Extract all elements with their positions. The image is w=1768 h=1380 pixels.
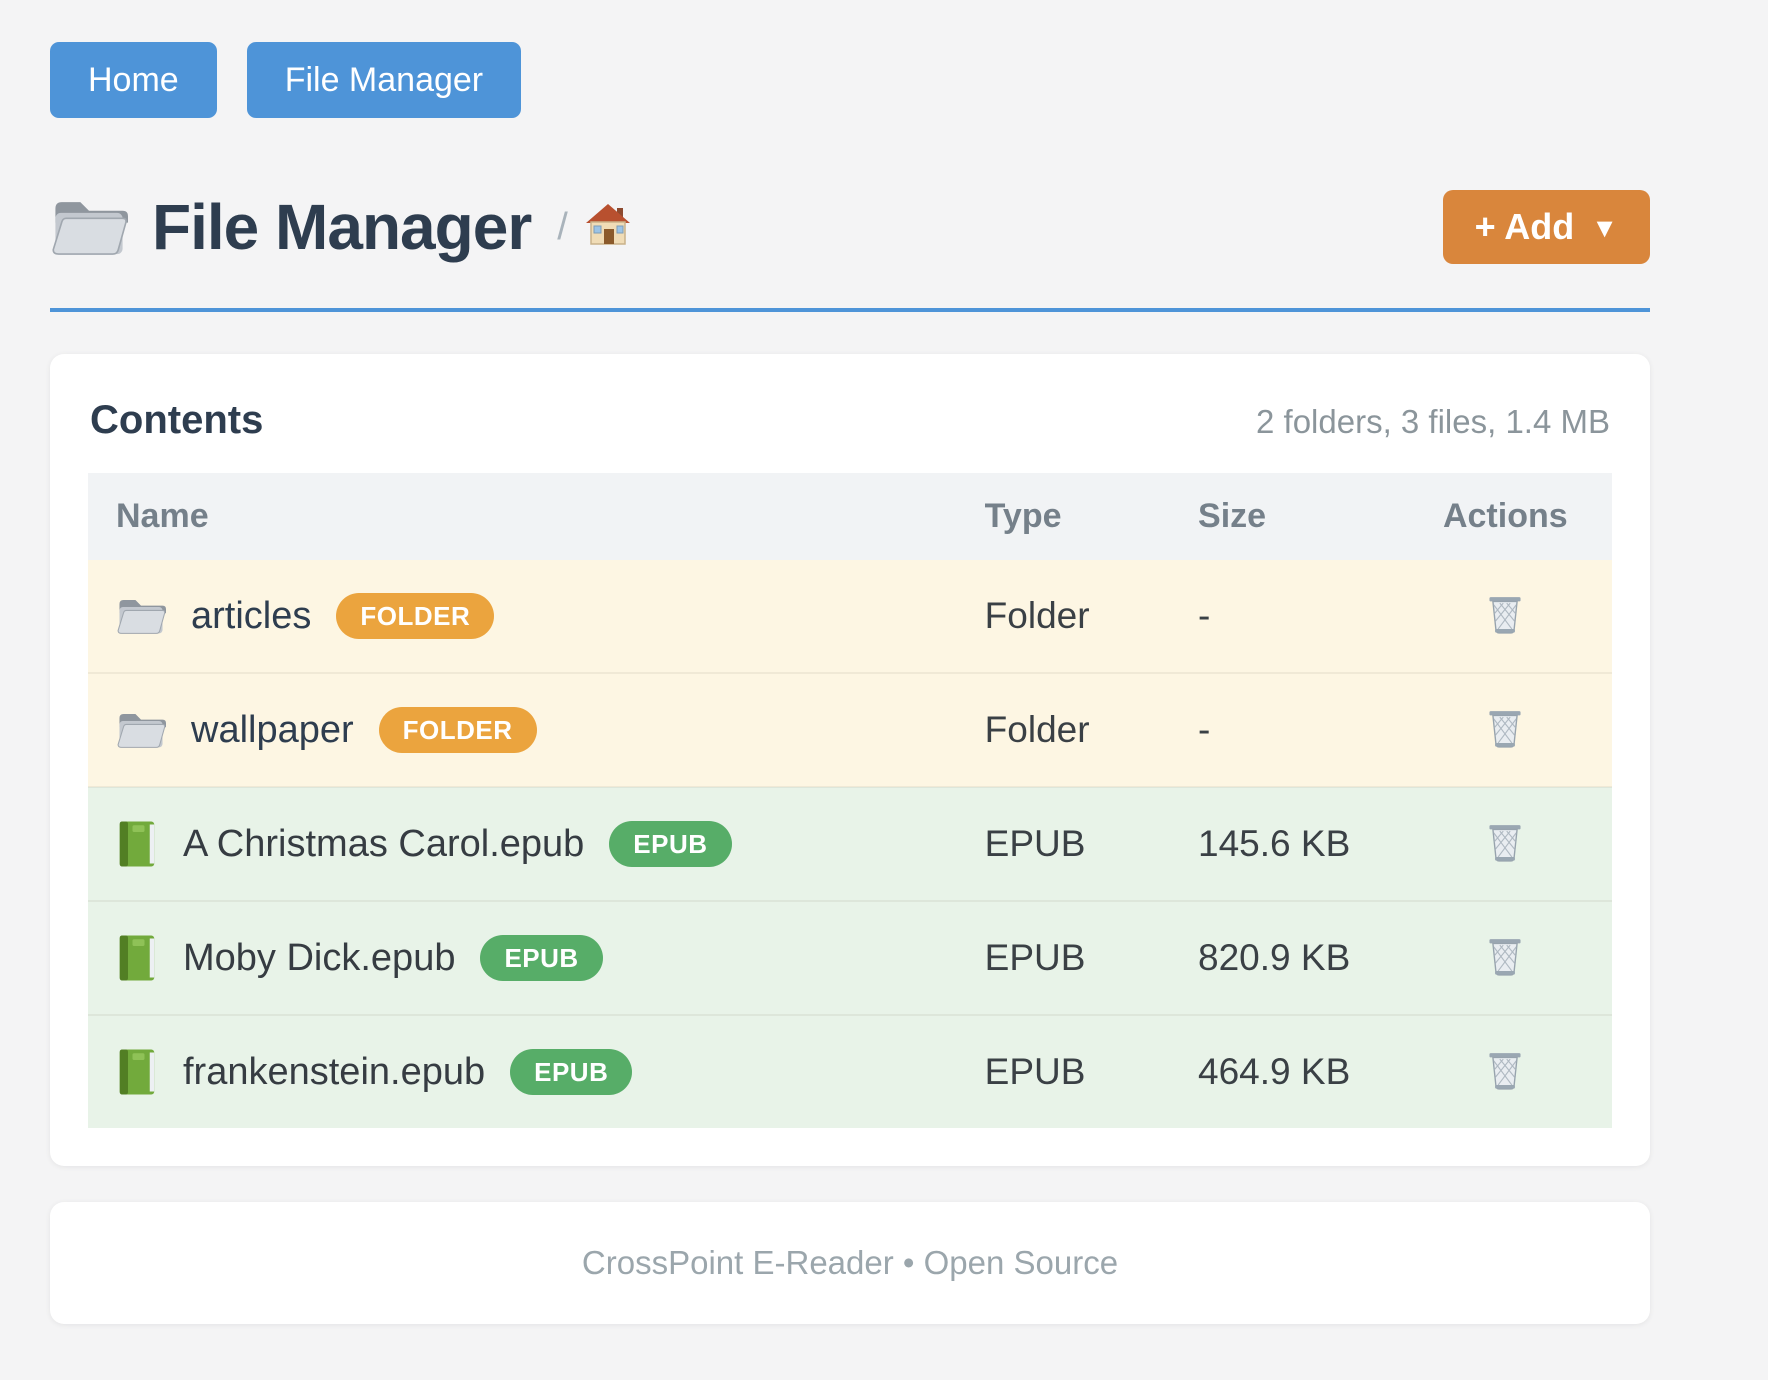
breadcrumb: / — [557, 201, 632, 254]
entry-name-link[interactable]: Moby Dick.epub — [183, 936, 456, 979]
add-button[interactable]: + Add ▼ — [1442, 190, 1650, 264]
table-row[interactable]: A Christmas Carol.epub EPUB EPUB 145.6 K… — [88, 786, 1612, 901]
table-row[interactable]: Moby Dick.epub EPUB EPUB 820.9 KB — [88, 900, 1612, 1015]
size-cell: 820.9 KB — [1170, 900, 1399, 1015]
contents-summary: 2 folders, 3 files, 1.4 MB — [1256, 403, 1610, 440]
top-nav: Home File Manager — [50, 42, 1650, 118]
size-cell: 464.9 KB — [1170, 1014, 1399, 1128]
trash-icon[interactable] — [1482, 930, 1528, 981]
type-badge: FOLDER — [336, 593, 495, 639]
size-cell: - — [1198, 595, 1211, 636]
file-table: Name Type Size Actions articles FOLDER F… — [88, 473, 1612, 1128]
header-size: Size — [1170, 473, 1399, 560]
table-row[interactable]: frankenstein.epub EPUB EPUB 464.9 KB — [88, 1014, 1612, 1128]
table-header-row: Name Type Size Actions — [88, 473, 1612, 560]
trash-icon[interactable] — [1482, 816, 1528, 867]
contents-title: Contents — [90, 398, 264, 442]
type-badge: EPUB — [609, 821, 732, 867]
page-header: File Manager / + Add ▼ — [50, 190, 1650, 264]
page-title: File Manager — [152, 191, 532, 263]
trash-icon[interactable] — [1482, 1044, 1528, 1095]
entry-name-link[interactable]: articles — [191, 594, 312, 637]
table-row[interactable]: wallpaper FOLDER Folder - — [88, 672, 1612, 787]
book-icon — [116, 819, 158, 869]
type-badge: EPUB — [510, 1049, 633, 1095]
folder-icon — [116, 594, 166, 638]
title-divider — [50, 308, 1650, 312]
trash-icon[interactable] — [1482, 702, 1528, 753]
table-row[interactable]: articles FOLDER Folder - — [88, 560, 1612, 673]
breadcrumb-separator: / — [557, 205, 568, 248]
type-badge: FOLDER — [378, 707, 537, 753]
contents-card: Contents 2 folders, 3 files, 1.4 MB Name… — [50, 354, 1650, 1166]
title-group: File Manager / — [50, 190, 632, 264]
type-cell: Folder — [956, 672, 1171, 787]
size-cell: - — [1170, 672, 1399, 787]
book-icon — [116, 933, 158, 983]
book-icon — [116, 1047, 158, 1097]
footer-text: CrossPoint E-Reader • Open Source — [581, 1244, 1119, 1281]
add-button-label: + Add — [1474, 206, 1575, 247]
contents-card-header: Contents 2 folders, 3 files, 1.4 MB — [90, 398, 1610, 443]
trash-icon[interactable] — [1482, 588, 1528, 639]
type-badge: EPUB — [480, 935, 603, 981]
entry-name-link[interactable]: frankenstein.epub — [183, 1050, 486, 1093]
folder-icon — [50, 194, 128, 260]
type-cell: EPUB — [956, 900, 1171, 1015]
entry-name-link[interactable]: wallpaper — [191, 708, 354, 751]
size-cell: 145.6 KB — [1170, 786, 1399, 901]
entry-name-link[interactable]: A Christmas Carol.epub — [183, 822, 585, 865]
home-icon[interactable] — [584, 201, 632, 254]
header-type: Type — [956, 473, 1171, 560]
header-actions: Actions — [1398, 473, 1612, 560]
file-manager-nav-button[interactable]: File Manager — [246, 42, 522, 118]
type-cell: EPUB — [956, 1014, 1171, 1128]
type-cell: Folder — [984, 595, 1090, 636]
footer: CrossPoint E-Reader • Open Source — [50, 1202, 1650, 1324]
chevron-down-icon: ▼ — [1591, 212, 1618, 243]
home-nav-button[interactable]: Home — [50, 42, 217, 118]
type-cell: EPUB — [956, 786, 1171, 901]
file-manager-page: Home File Manager File Manager / + Add ▼ — [50, 0, 1650, 1324]
header-name: Name — [88, 473, 957, 560]
folder-icon — [116, 708, 166, 752]
